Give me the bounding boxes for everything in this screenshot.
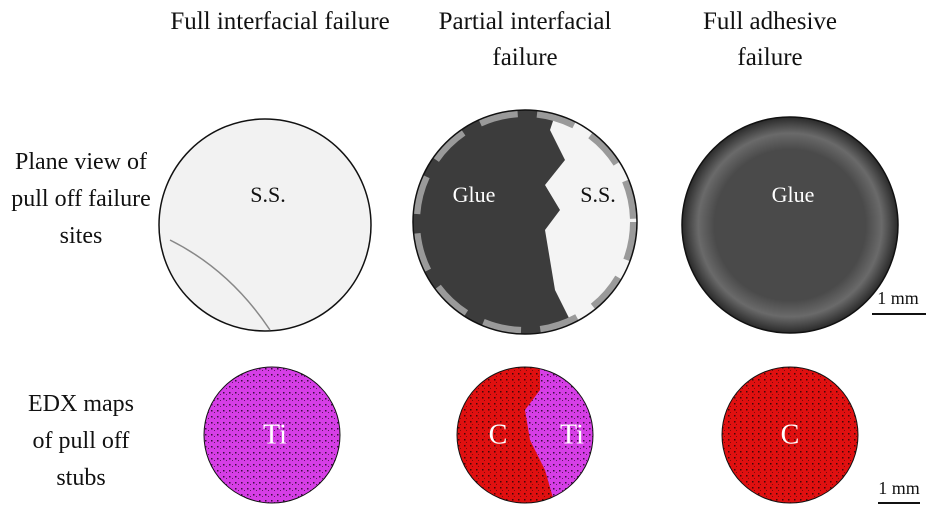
element-label: Ti [560, 419, 584, 450]
region-label: S.S. [580, 182, 615, 207]
element-label: C [489, 419, 508, 450]
scale-bar-label: 1 mm [878, 478, 920, 498]
row-label: EDX maps of pull off stubs [28, 391, 134, 491]
scratch [169, 239, 271, 331]
row-label: Plane view of pull off failure sites [11, 149, 151, 249]
region-label: S.S. [250, 182, 285, 207]
edx-map [203, 366, 341, 504]
micrograph [681, 116, 899, 334]
edx-map [457, 367, 593, 503]
column-title: Full interfacial failure [170, 8, 390, 35]
scale-bar-label: 1 mm [877, 288, 919, 308]
micrograph [158, 118, 372, 332]
column-title: Partial interfacial failure [438, 8, 612, 71]
region-label: Glue [453, 182, 496, 207]
micrograph [413, 110, 637, 334]
element-label: Ti [263, 419, 287, 450]
column-title: Full adhesive failure [702, 8, 837, 71]
element-label: C [781, 419, 800, 450]
region-label: Glue [772, 182, 815, 207]
edx-map [721, 366, 859, 504]
